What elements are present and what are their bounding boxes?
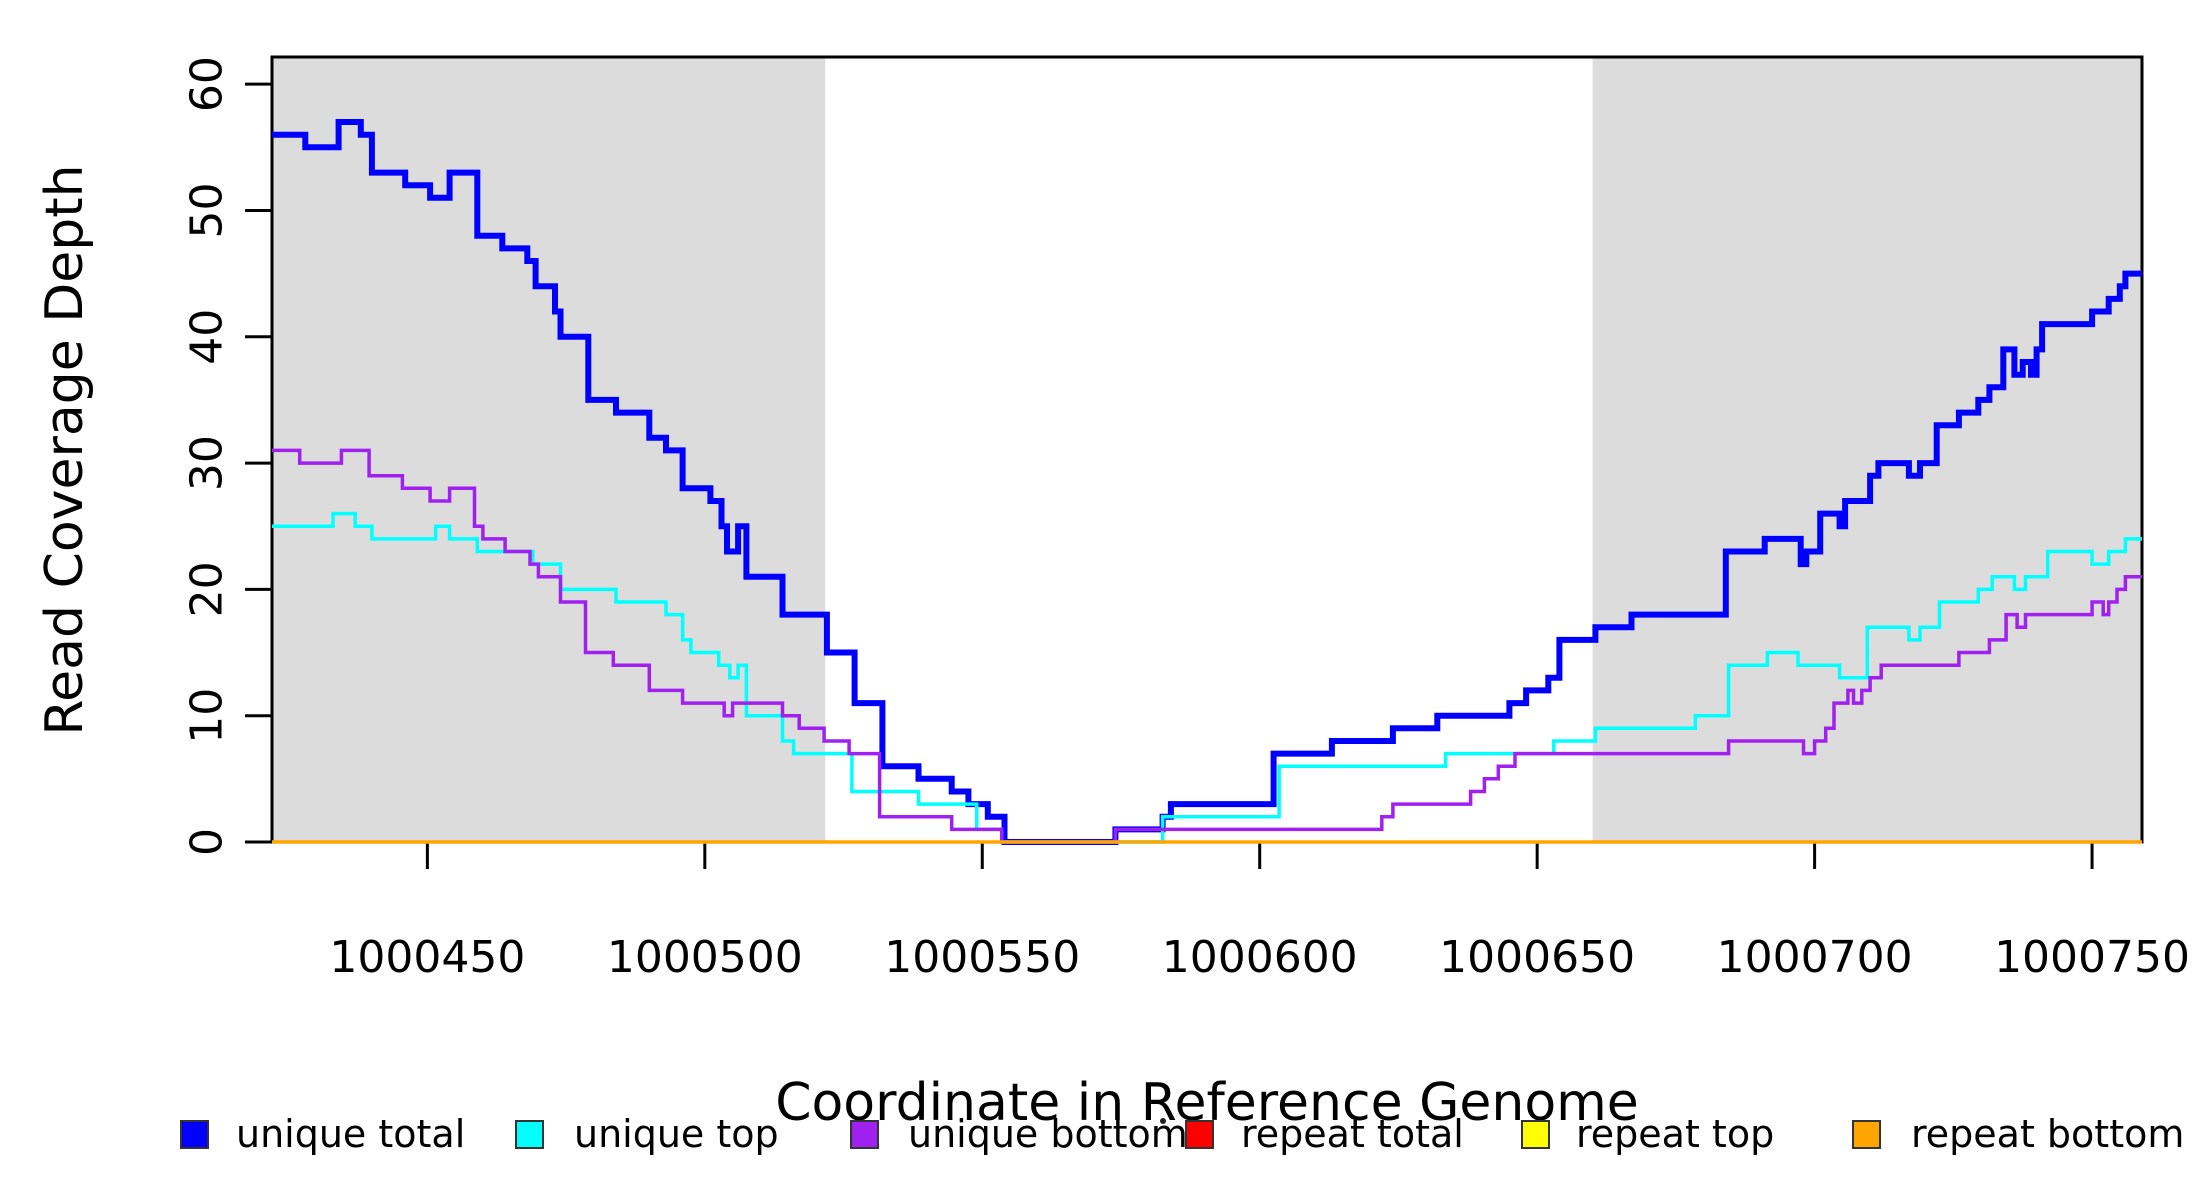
y-tick-label: 50 (182, 182, 233, 238)
shaded-bands (272, 57, 2142, 842)
x-tick-label: 1000750 (1994, 932, 2190, 983)
y-tick-label: 10 (182, 688, 233, 744)
x-tick-label: 1000700 (1717, 932, 1913, 983)
series-unique-total-line (272, 119, 2142, 845)
legend-swatch-repeat-total (1185, 1120, 1214, 1149)
y-tick-label: 20 (182, 561, 233, 617)
series-lines (272, 119, 2142, 845)
shaded-band (1592, 57, 2142, 842)
y-tick-label: 30 (182, 435, 233, 491)
legend-swatch-unique-total (180, 1120, 209, 1149)
x-tick-label: 1000650 (1439, 932, 1635, 983)
x-tick-label: 1000600 (1162, 932, 1358, 983)
legend-swatch-unique-bottom (850, 1120, 879, 1149)
stray-dot (1160, 1118, 1166, 1124)
y-axis-title: Read Coverage Depth (35, 164, 95, 735)
legend-label-repeat-total: repeat total (1241, 1112, 1464, 1156)
x-tick-label: 1000550 (884, 932, 1080, 983)
legend-swatch-repeat-top (1521, 1120, 1550, 1149)
legend-label-repeat-top: repeat top (1576, 1112, 1774, 1156)
legend-label-unique-total: unique total (236, 1112, 465, 1156)
legend-swatch-repeat-bottom (1852, 1120, 1881, 1149)
x-tick-label: 1000450 (329, 932, 525, 983)
x-tick-label: 1000500 (607, 932, 803, 983)
legend-label-unique-bottom: unique bottom (908, 1112, 1188, 1156)
y-tick-label: 40 (182, 309, 233, 365)
y-tick-label: 60 (182, 56, 233, 112)
legend-swatch-unique-top (515, 1120, 544, 1149)
legend-label-repeat-bottom: repeat bottom (1911, 1112, 2184, 1156)
axis-ticks: 1000450 1000500 1000550 1000600 1000650 10007… (182, 56, 2191, 983)
y-tick-label: 0 (182, 828, 233, 856)
legend: unique total unique top unique bottom repea… (180, 1112, 2184, 1156)
legend-label-unique-top: unique top (574, 1112, 779, 1156)
series-unique-bottom-line (272, 448, 2142, 844)
